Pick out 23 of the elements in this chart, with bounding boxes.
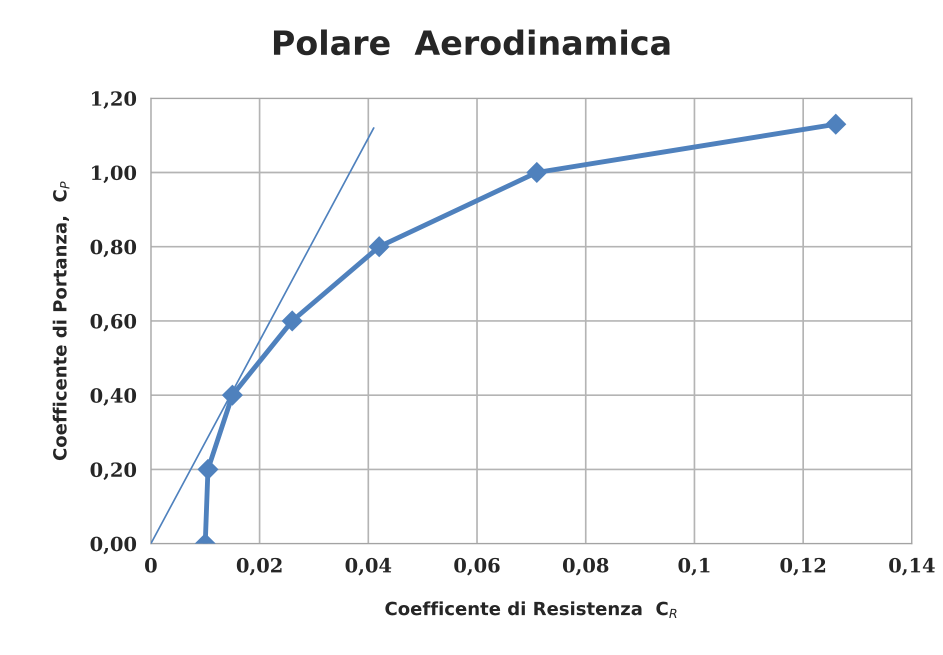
chart-title: Polare Aerodinamica (274, 29, 670, 56)
y-axis-title: Coefficente di Portanza, C$_{P}$ (52, 181, 70, 460)
point (526, 162, 548, 183)
y-tick-label: 0,60 (90, 314, 136, 332)
point (368, 236, 390, 258)
y-tick-label: 0,80 (90, 240, 136, 258)
point (198, 459, 218, 480)
x-tick-label: 0,02 (236, 558, 282, 576)
y-tick-label: 1,20 (92, 91, 136, 109)
x-tick-label: 0,04 (346, 558, 392, 576)
point (825, 114, 846, 135)
y-tick-label: 1,00 (92, 165, 136, 184)
point (282, 310, 303, 332)
x-tick-label: 0 (145, 558, 157, 573)
y-tick-label: 0,40 (90, 388, 136, 406)
x-tick-label: 0,06 (454, 558, 500, 576)
x-tick-label: 0,08 (562, 558, 608, 576)
y-tick-label: 0,20 (90, 462, 136, 480)
x-tick-label: 0,14 (889, 558, 935, 576)
x-tick-label: 0,1 (678, 558, 710, 576)
x-axis-title: Coefficente di Resistenza C$_{R}$ (385, 601, 676, 618)
y-tick-label: 0,00 (90, 536, 136, 554)
x-tick-label: 0,12 (780, 558, 826, 576)
